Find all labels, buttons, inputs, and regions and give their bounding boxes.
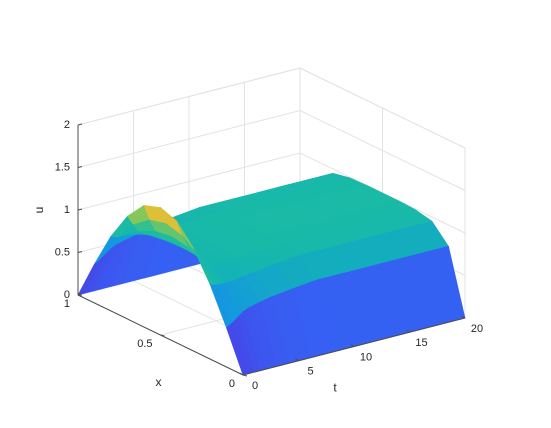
t-tick — [295, 358, 299, 362]
x-tick — [160, 334, 165, 337]
x-tick — [77, 294, 83, 297]
t-tick — [461, 315, 466, 319]
z-tick-label: 0.5 — [55, 246, 70, 258]
t-tick-label: 5 — [307, 366, 313, 378]
z-tick — [77, 251, 83, 253]
t-axis-label: t — [333, 381, 337, 395]
x-tick-label: 0 — [229, 378, 235, 390]
t-tick-label: 10 — [360, 351, 372, 363]
x-tick-label: 1 — [64, 298, 70, 310]
z-tick-label: 1.5 — [55, 161, 70, 173]
z-tick-label: 2 — [64, 119, 70, 131]
x-axis-label: x — [156, 375, 162, 389]
t-tick — [406, 329, 410, 333]
z-tick-label: 0 — [64, 289, 70, 301]
t-tick — [350, 344, 355, 347]
x-tick-label: 0.5 — [137, 338, 152, 350]
z-tick-label: 1 — [64, 204, 70, 216]
z-tick — [77, 166, 83, 168]
z-grid-line — [77, 67, 466, 149]
t-tick — [239, 372, 244, 376]
z-axis-label: u — [32, 207, 46, 214]
x-tick — [242, 374, 248, 377]
t-tick-label: 15 — [415, 337, 427, 349]
z-grid-line — [77, 109, 466, 191]
z-tick — [77, 123, 83, 126]
t-tick-label: 0 — [252, 380, 258, 392]
t-tick-label: 20 — [471, 323, 483, 335]
z-tick — [77, 208, 83, 211]
box-edge — [77, 67, 466, 318]
